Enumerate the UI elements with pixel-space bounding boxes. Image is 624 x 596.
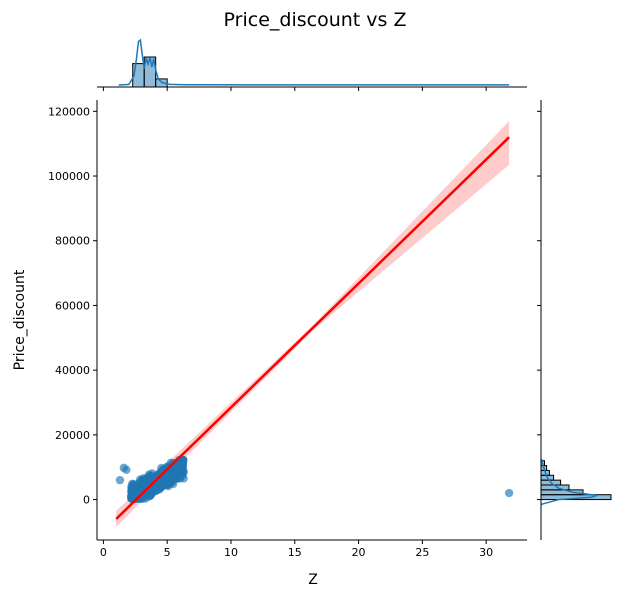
marginal-x-ticks	[102, 87, 487, 91]
marginal-y-kde-line	[540, 458, 598, 506]
regression-line	[115, 136, 511, 520]
x-tick-label: 20	[352, 546, 366, 559]
scatter-point	[130, 482, 139, 492]
x-tick-label: 10	[224, 546, 238, 559]
main-plot: 0 5 10 15 20 25 30 0 20000 40000 60000 80000 100000…	[48, 100, 527, 559]
scatter-point	[144, 490, 153, 499]
scatter-point	[504, 488, 514, 498]
confidence-band	[116, 121, 510, 528]
marginal-y-histogram	[540, 460, 612, 501]
y-tick-label: 120000	[48, 105, 90, 118]
scatter-point	[178, 460, 187, 469]
chart-title: Price_discount vs Z	[224, 9, 407, 31]
y-tick-label: 0	[83, 494, 90, 507]
x-tick-label: 30	[479, 546, 493, 559]
y-tick-label: 60000	[55, 299, 90, 312]
scatter-point	[115, 475, 125, 485]
scatter-point	[140, 479, 150, 488]
scatter-points	[115, 455, 514, 503]
y-tick-label: 80000	[55, 235, 90, 248]
x-tick-label: 25	[415, 546, 429, 559]
marginal-x-plot	[97, 38, 527, 91]
y-axis-ticks: 0 20000 40000 60000 80000 100000 120000	[48, 105, 97, 507]
x-axis-title: Z	[308, 572, 318, 588]
scatter-point	[122, 465, 131, 474]
y-tick-label: 100000	[48, 170, 90, 183]
x-tick-label: 15	[288, 546, 302, 559]
scatter-point	[160, 466, 169, 475]
y-axis-title: Price_discount	[12, 269, 28, 370]
x-axis-ticks: 0 5 10 15 20 25 30	[100, 540, 493, 559]
marginal-y-ticks	[537, 110, 541, 501]
marginal-y-plot	[537, 100, 612, 540]
y-tick-label: 40000	[55, 364, 90, 377]
scatter-point	[150, 487, 160, 496]
x-tick-label: 0	[100, 546, 107, 559]
x-tick-label: 5	[164, 546, 171, 559]
scatter-point	[163, 476, 172, 485]
marginal-x-kde-line	[118, 38, 510, 86]
y-tick-label: 20000	[55, 429, 90, 442]
